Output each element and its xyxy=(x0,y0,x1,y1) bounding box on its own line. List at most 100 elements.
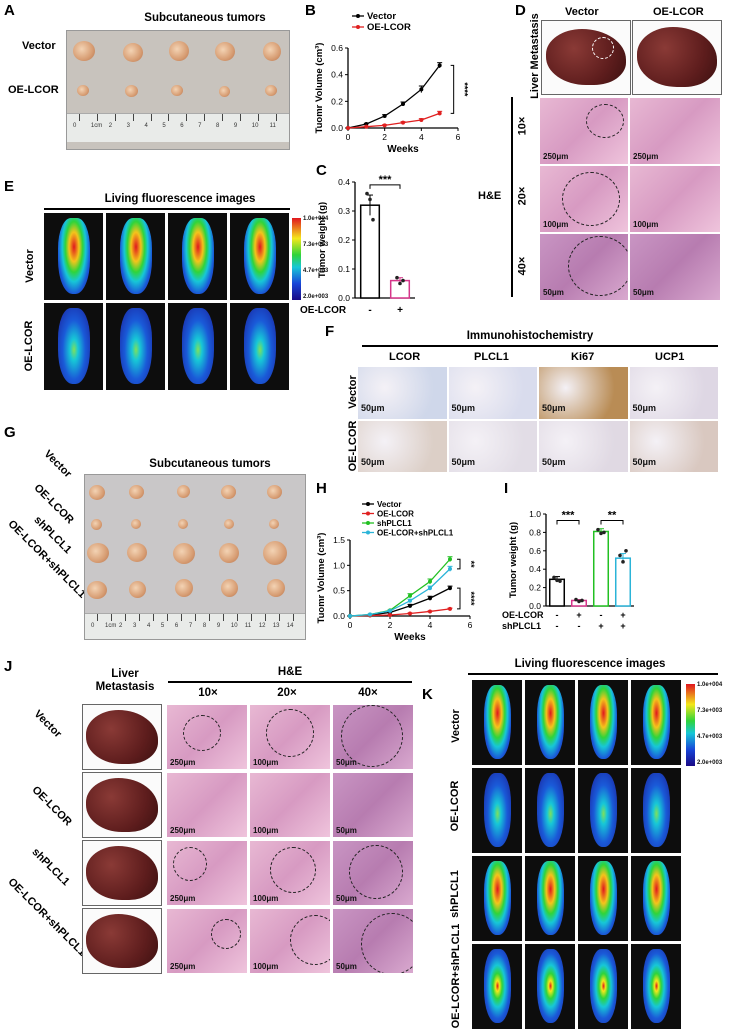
he-image-vector-40x: 50μm xyxy=(539,233,629,301)
y-tick-label: 0.3 xyxy=(338,206,350,216)
data-point xyxy=(382,123,387,128)
ihc-image: 50μm xyxy=(628,419,719,473)
ruler-tick xyxy=(110,614,112,621)
ruler-tick xyxy=(208,614,210,621)
legend-label: Vector xyxy=(367,11,396,22)
dot xyxy=(577,599,581,604)
fluorescence-mouse-image xyxy=(578,944,628,1029)
he-image-oe-40x: 50μm xyxy=(629,233,721,301)
ihc-image: 50μm xyxy=(447,419,538,473)
ruler-tick xyxy=(168,114,170,121)
fluorescence-mouse-image xyxy=(578,768,628,853)
fluorescence-mouse-image xyxy=(631,944,681,1029)
data-point xyxy=(428,596,432,601)
ruler-label: 10 xyxy=(230,623,238,629)
legend-marker xyxy=(366,530,370,535)
ihc-image: 50μm xyxy=(628,366,719,420)
dot xyxy=(552,575,556,580)
he-image: 50μm xyxy=(332,840,414,906)
y-tick-label: 1.0 xyxy=(529,509,541,519)
dot xyxy=(555,578,559,583)
scale-bar-label: 50μm xyxy=(336,758,357,767)
significance-bracket xyxy=(457,558,461,570)
legend-label: OE-LCOR+shPLCL1 xyxy=(377,529,454,538)
liver-image xyxy=(86,914,158,968)
fluorescence-mouse-image xyxy=(472,680,522,765)
mouse-body xyxy=(483,861,512,936)
bar xyxy=(614,557,632,607)
panel-label-f: F xyxy=(325,323,335,340)
liver-image xyxy=(86,846,158,900)
y-tick-label: 0.2 xyxy=(338,235,350,245)
dot xyxy=(558,579,562,583)
panel-j-he-label: H&E xyxy=(277,666,303,678)
sign-label: - xyxy=(600,610,603,620)
y-tick-label: 0.4 xyxy=(338,177,350,187)
dot xyxy=(596,527,600,532)
x-tick-label: 6 xyxy=(468,620,473,630)
ruler-label: 6 xyxy=(180,123,184,129)
data-point xyxy=(408,593,412,598)
y-axis-label: Tumor weight (g) xyxy=(317,202,328,278)
dot xyxy=(401,278,405,283)
data-point xyxy=(448,586,452,591)
panel-label-i: I xyxy=(504,480,509,497)
colorbar-e xyxy=(292,218,301,300)
he-image: 100μm xyxy=(249,772,331,838)
dot xyxy=(599,531,603,536)
he-image: 50μm xyxy=(332,908,414,974)
mouse-body xyxy=(536,685,565,760)
panel-k-row-oe: OE-LCOR xyxy=(449,780,461,832)
liver-photo xyxy=(82,704,162,770)
significance-label: ** xyxy=(466,561,476,569)
subcutaneous-tumor-photo-g: 0 1cm 2 3 4 5 6 7 8 9 10 11 12 13 14 xyxy=(84,474,306,640)
panel-a-title: Subcutaneous tumors xyxy=(144,12,266,24)
data-point xyxy=(408,603,412,608)
series-line-oe-lcor+shplcl1 xyxy=(349,568,451,617)
data-point xyxy=(419,87,424,92)
y-tick-label: 0.6 xyxy=(529,546,541,556)
ruler-tick xyxy=(79,114,80,121)
panel-g-row-vector: Vector xyxy=(41,448,74,481)
mouse-body xyxy=(57,308,90,384)
ruler-label: 5 xyxy=(162,123,166,129)
panel-d-mag-10: 10× xyxy=(516,116,529,136)
panel-g-title: Subcutaneous tumors xyxy=(149,458,271,470)
ihc-image: 50μm xyxy=(357,366,448,420)
colorbar-k-tick-3: 2.0e+003 xyxy=(697,760,723,766)
panel-k-title: Living fluorescence images xyxy=(514,658,666,670)
liver-photo-oe-d xyxy=(632,20,722,95)
scale-bar-label: 50μm xyxy=(336,826,357,835)
ruler-label: 8 xyxy=(216,123,220,129)
y-tick-label: 1.5 xyxy=(333,535,345,545)
ruler-label: 7 xyxy=(188,623,193,629)
fluorescence-images-k xyxy=(472,680,684,1032)
mouse-body xyxy=(642,773,671,848)
mouse-body xyxy=(483,949,512,1024)
ruler-tick xyxy=(166,614,168,621)
panel-j-row-oe: OE-LCOR xyxy=(29,784,74,829)
mouse-body xyxy=(119,308,152,384)
mouse-body xyxy=(589,861,618,936)
ruler-tick xyxy=(204,114,206,121)
ruler-label: 2 xyxy=(108,123,113,129)
mouse-body xyxy=(642,861,671,936)
legend-marker xyxy=(366,521,370,525)
scale-bar-label: 100μm xyxy=(253,826,279,835)
ruler-tick xyxy=(222,614,224,621)
significance-bracket xyxy=(600,519,624,525)
panel-e-row-vector: Vector xyxy=(24,249,36,283)
x-tick-label: 4 xyxy=(428,620,433,630)
y-axis-label: Tuomr Volume (cm³) xyxy=(314,43,325,134)
dot xyxy=(602,530,606,535)
data-point xyxy=(348,614,352,618)
scale-bar-label: 250μm xyxy=(170,758,196,767)
x-tick-label: 0 xyxy=(348,620,353,630)
y-tick-label: 0.0 xyxy=(529,601,541,611)
mouse-body xyxy=(642,949,671,1024)
category-label: - xyxy=(368,305,371,316)
panel-d-mag-40: 40× xyxy=(516,256,529,276)
tumor-volume-chart-b: 0.0 0.2 0.4 0.6 0 2 4 6 Weeks Tuomr Volume (cm³) V… xyxy=(314,11,470,155)
ihc-image: 50μm xyxy=(357,419,448,473)
mouse-body xyxy=(589,685,618,760)
